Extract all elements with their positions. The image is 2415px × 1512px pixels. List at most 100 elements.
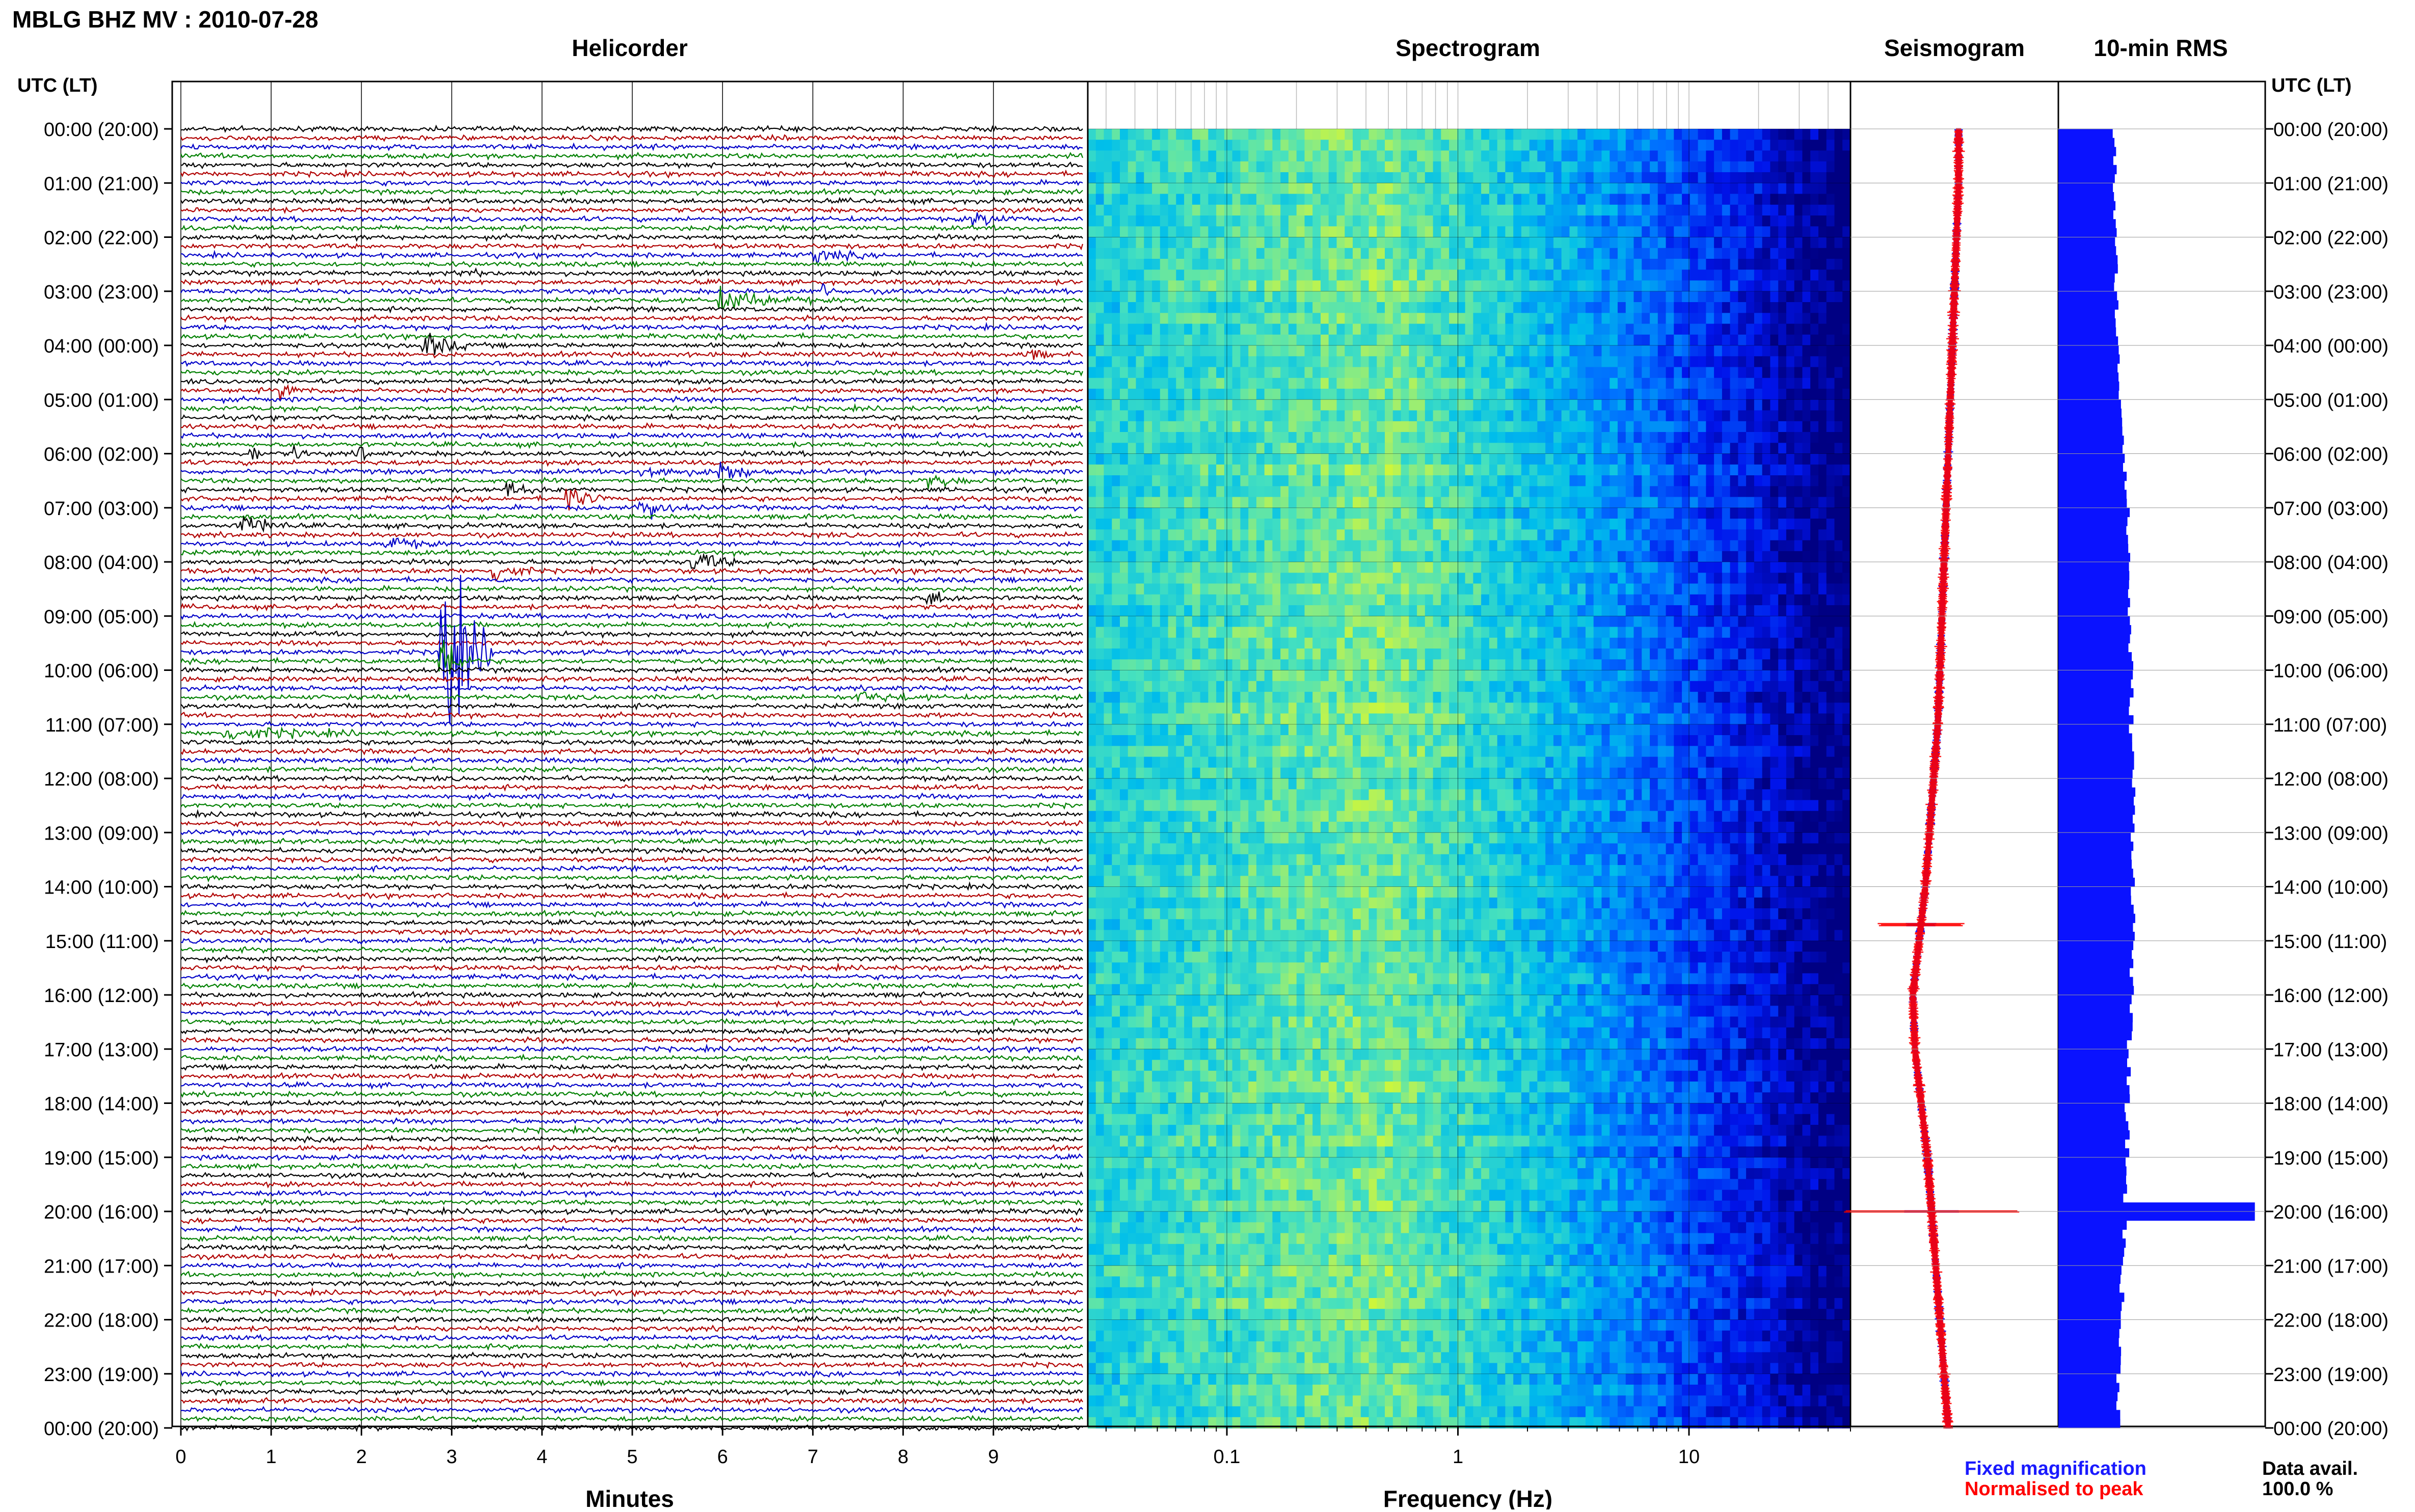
spectrogram-cell <box>1577 269 1586 281</box>
spectrogram-cell <box>1794 367 1803 379</box>
spectrogram-cell <box>1835 616 1843 627</box>
spectrogram-cell <box>1497 497 1506 508</box>
spectrogram-cell <box>1329 411 1337 422</box>
spectrogram-cell <box>1345 226 1353 237</box>
spectrogram-cell <box>1842 421 1851 433</box>
spectrogram-cell <box>1345 573 1353 584</box>
spectrogram-cell <box>1497 161 1506 173</box>
spectrogram-cell <box>1674 411 1682 422</box>
spectrogram-cell <box>1658 573 1667 584</box>
spectrogram-cell <box>1265 194 1273 205</box>
spectrogram-cell <box>1642 659 1650 670</box>
spectrogram-cell <box>1088 269 1096 281</box>
spectrogram-cell <box>1722 551 1731 562</box>
spectrogram-cell <box>1184 562 1193 573</box>
spectrogram-cell <box>1835 389 1843 400</box>
spectrogram-cell <box>1690 237 1699 249</box>
spectrogram-cell <box>1618 151 1626 162</box>
spectrogram-cell <box>1827 378 1835 389</box>
spectrogram-cell <box>1345 205 1353 216</box>
spectrogram-cell <box>1521 519 1530 530</box>
spectrogram-cell <box>1698 378 1707 389</box>
spectrogram-cell <box>1361 605 1370 616</box>
spectrogram-cell <box>1200 638 1209 649</box>
spectrogram-cell <box>1441 367 1450 379</box>
spectrogram-cell <box>1248 670 1257 682</box>
spectrogram-cell <box>1706 248 1714 259</box>
spectrogram-cell <box>1818 313 1827 324</box>
spectrogram-cell <box>1393 172 1402 183</box>
spectrogram-cell <box>1842 551 1851 562</box>
spectrogram-cell <box>1280 595 1289 606</box>
spectrogram-cell <box>1240 345 1249 357</box>
spectrogram-cell <box>1417 269 1426 281</box>
spectrogram-cell <box>1240 562 1249 573</box>
spectrogram-cell <box>1465 313 1474 324</box>
spectrogram-cell <box>1666 443 1675 454</box>
spectrogram-cell <box>1361 248 1370 259</box>
spectrogram-cell <box>1240 519 1249 530</box>
spectrogram-cell <box>1457 205 1466 216</box>
spectrogram-cell <box>1369 237 1378 249</box>
spectrogram-cell <box>1176 421 1185 433</box>
spectrogram-cell <box>1361 551 1370 562</box>
spectrogram-cell <box>1088 172 1096 183</box>
spectrogram-cell <box>1433 497 1442 508</box>
spectrogram-cell <box>1505 497 1514 508</box>
spectrogram-cell <box>1650 367 1658 379</box>
spectrogram-cell <box>1666 151 1675 162</box>
spectrogram-cell <box>1618 605 1626 616</box>
spectrogram-cell <box>1810 551 1819 562</box>
spectrogram-cell <box>1297 541 1305 552</box>
spectrogram-cell <box>1577 638 1586 649</box>
spectrogram-cell <box>1465 421 1474 433</box>
spectrogram-cell <box>1666 649 1675 660</box>
spectrogram-cell <box>1642 313 1650 324</box>
spectrogram-cell <box>1489 584 1498 595</box>
spectrogram-cell <box>1240 140 1249 151</box>
spectrogram-cell <box>1626 541 1634 552</box>
spectrogram-cell <box>1297 205 1305 216</box>
spectrogram-cell <box>1353 281 1361 292</box>
spectrogram-cell <box>1618 205 1626 216</box>
spectrogram-cell <box>1337 551 1346 562</box>
spectrogram-cell <box>1570 411 1578 422</box>
spectrogram-cell <box>1513 605 1522 616</box>
spectrogram-cell <box>1096 508 1105 519</box>
spectrogram-cell <box>1136 183 1145 194</box>
spectrogram-cell <box>1329 205 1337 216</box>
spectrogram-cell <box>1714 205 1723 216</box>
spectrogram-cell <box>1232 399 1241 411</box>
spectrogram-cell <box>1337 248 1346 259</box>
spectrogram-cell <box>1409 335 1417 346</box>
spectrogram-cell <box>1312 465 1321 476</box>
spectrogram-cell <box>1433 183 1442 194</box>
spectrogram-cell <box>1602 595 1611 606</box>
spectrogram-cell <box>1160 465 1169 476</box>
spectrogram-cell <box>1321 389 1329 400</box>
spectrogram-cell <box>1136 399 1145 411</box>
spectrogram-cell <box>1160 497 1169 508</box>
spectrogram-cell <box>1192 584 1201 595</box>
spectrogram-cell <box>1818 616 1827 627</box>
spectrogram-cell <box>1577 140 1586 151</box>
spectrogram-cell <box>1272 421 1281 433</box>
spectrogram-cell <box>1224 356 1233 367</box>
spectrogram-cell <box>1770 573 1779 584</box>
spectrogram-cell <box>1618 529 1626 541</box>
spectrogram-cell <box>1594 475 1602 487</box>
spectrogram-cell <box>1200 389 1209 400</box>
spectrogram-cell <box>1738 194 1747 205</box>
spectrogram-cell <box>1353 194 1361 205</box>
spectrogram-cell <box>1321 475 1329 487</box>
spectrogram-cell <box>1393 345 1402 357</box>
spectrogram-cell <box>1224 151 1233 162</box>
spectrogram-cell <box>1513 497 1522 508</box>
spectrogram-cell <box>1706 616 1714 627</box>
spectrogram-cell <box>1449 659 1458 670</box>
spectrogram-cell <box>1144 183 1152 194</box>
spectrogram-cell <box>1305 529 1313 541</box>
spectrogram-cell <box>1128 313 1137 324</box>
